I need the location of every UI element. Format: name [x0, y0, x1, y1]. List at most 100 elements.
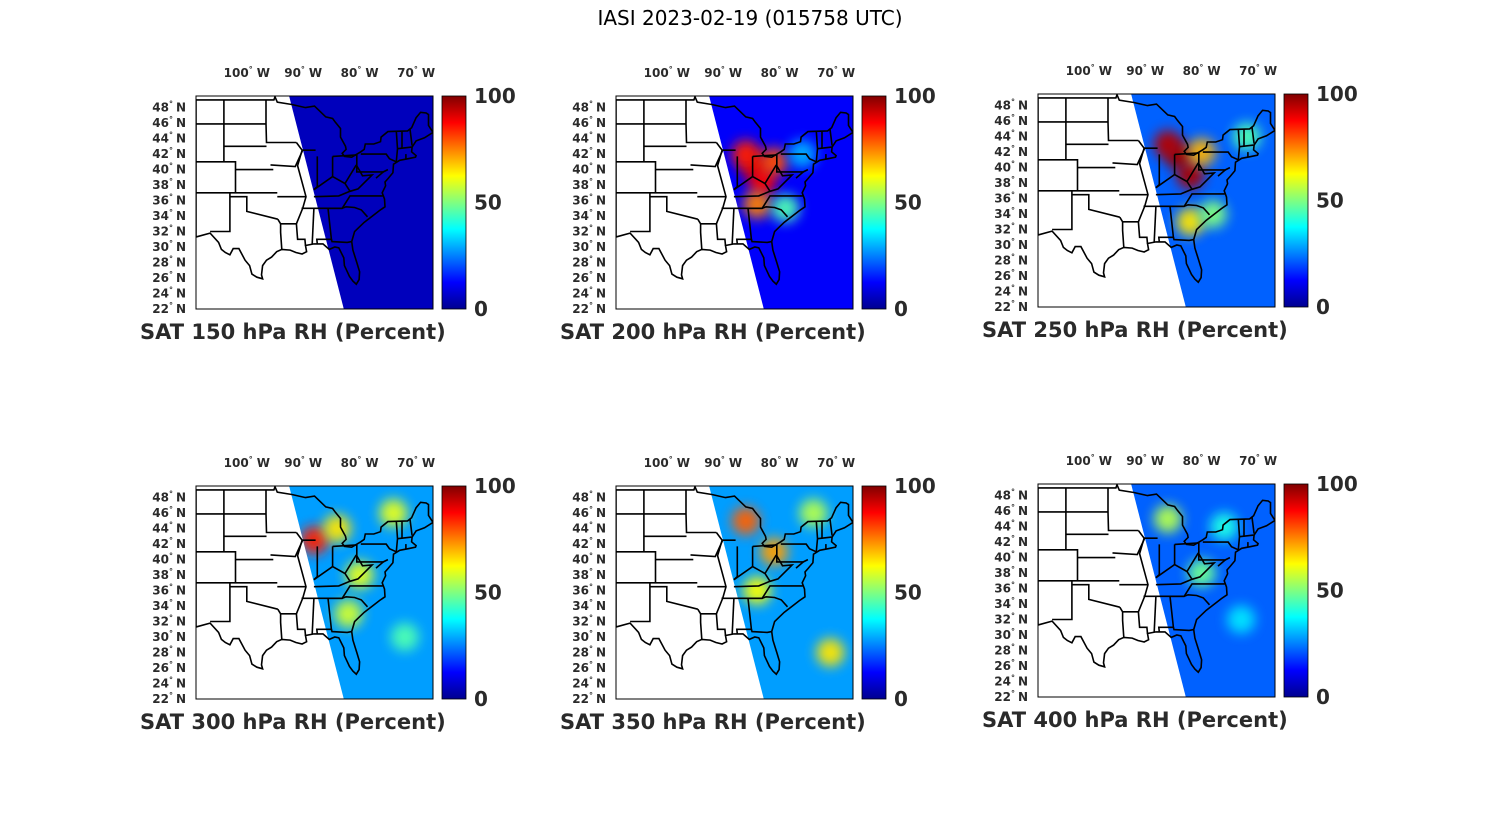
state-boundary: [750, 629, 772, 634]
state-boundary: [715, 142, 727, 225]
lon-tick-label: 100° W: [644, 65, 690, 80]
state-boundary: [764, 554, 777, 574]
lat-tick-label: 28° N: [572, 255, 606, 270]
state-boundary: [733, 565, 772, 588]
lat-tick-label: 42° N: [994, 534, 1028, 549]
lat-tick-label: 44° N: [152, 131, 186, 146]
coastline: [1038, 94, 1275, 284]
state-boundary: [1217, 169, 1226, 177]
state-boundary: [355, 154, 389, 173]
state-boundary: [1183, 203, 1211, 216]
lon-tick-label: 70° W: [1239, 453, 1277, 468]
coastline: [616, 96, 853, 286]
lat-tick-label: 32° N: [152, 224, 186, 239]
state-boundary: [313, 546, 319, 581]
state-boundary: [397, 536, 412, 540]
state-boundary: [829, 128, 833, 146]
lat-tick-label: 38° N: [152, 567, 186, 582]
state-boundary: [1239, 534, 1254, 538]
lat-tick-label: 34° N: [572, 598, 606, 613]
state-boundary: [344, 164, 357, 184]
lat-tick-label: 44° N: [994, 519, 1028, 534]
lat-tick-label: 46° N: [152, 115, 186, 130]
state-boundary: [1183, 593, 1211, 606]
lat-tick-label: 36° N: [152, 583, 186, 598]
state-boundary: [1122, 611, 1149, 634]
colorbar-tick-label: 100: [1316, 472, 1358, 496]
lon-tick-label: 100° W: [1066, 453, 1112, 468]
state-boundary: [280, 223, 307, 246]
colorbar-tick-label: 0: [474, 297, 488, 321]
lat-tick-label: 28° N: [994, 253, 1028, 268]
state-boundary: [1197, 542, 1231, 561]
state-boundary: [1143, 193, 1225, 208]
state-boundary: [341, 205, 369, 218]
lat-tick-label: 42° N: [152, 536, 186, 551]
state-boundary: [1153, 206, 1157, 242]
rh-field-point: [743, 190, 772, 219]
panel-title: SAT 200 hPa RH (Percent): [560, 320, 866, 344]
state-boundary: [1071, 193, 1120, 218]
lat-tick-label: 42° N: [572, 536, 606, 551]
map-frame: [195, 95, 434, 310]
lon-tick-label: 80° W: [341, 455, 379, 470]
coastline: [1038, 484, 1275, 674]
lat-tick-label: 22° N: [994, 689, 1028, 704]
map-svg: 48° N46° N44° N42° N40° N38° N36° N34° N32° N30° N…: [572, 455, 936, 711]
panel-title: SAT 150 hPa RH (Percent): [140, 320, 446, 344]
state-boundary: [1191, 162, 1217, 191]
state-boundary: [1186, 552, 1199, 572]
state-boundary: [649, 195, 698, 220]
state-boundary: [311, 208, 315, 244]
state-boundary: [761, 595, 789, 608]
state-boundary: [332, 154, 357, 158]
state-boundary: [630, 582, 651, 623]
lon-tick-label: 100° W: [644, 455, 690, 470]
lat-tick-label: 32° N: [572, 614, 606, 629]
lat-tick-label: 40° N: [572, 162, 606, 177]
colorbar-tick-label: 100: [1316, 82, 1358, 106]
panel-title: SAT 400 hPa RH (Percent): [982, 708, 1288, 732]
state-boundary: [313, 175, 352, 198]
rh-field-point: [1187, 138, 1216, 167]
state-boundary: [769, 164, 795, 193]
state-boundary: [1038, 549, 1079, 581]
state-boundary: [1052, 580, 1073, 621]
colorbar-tick-label: 100: [474, 474, 516, 498]
rh-field-point: [1153, 130, 1182, 159]
state-boundary: [375, 561, 384, 569]
lat-tick-label: 36° N: [994, 581, 1028, 596]
state-boundary: [731, 598, 735, 634]
coastline: [196, 96, 433, 286]
state-boundary: [616, 551, 657, 583]
lat-tick-label: 42° N: [572, 146, 606, 161]
state-boundary: [229, 195, 278, 220]
lat-tick-label: 22° N: [572, 691, 606, 706]
map-frame: [1037, 93, 1276, 308]
lon-tick-label: 70° W: [817, 65, 855, 80]
lat-tick-label: 40° N: [152, 552, 186, 567]
state-boundary: [750, 239, 772, 244]
lat-tick-label: 26° N: [994, 658, 1028, 673]
map-svg: 48° N46° N44° N42° N40° N38° N36° N34° N32° N30° N…: [572, 65, 936, 321]
lat-tick-label: 38° N: [152, 177, 186, 192]
lat-tick-label: 26° N: [572, 660, 606, 675]
rh-field-point: [1210, 512, 1239, 541]
lon-tick-label: 100° W: [1066, 63, 1112, 78]
state-boundary: [1107, 97, 1139, 142]
lat-tick-label: 32° N: [152, 614, 186, 629]
state-boundary: [685, 99, 717, 144]
state-boundary: [344, 554, 357, 574]
map-svg: 48° N46° N44° N42° N40° N38° N36° N34° N32° N30° N…: [994, 63, 1358, 319]
lat-tick-label: 46° N: [994, 113, 1028, 128]
lon-tick-label: 80° W: [341, 65, 379, 80]
state-boundary: [1137, 140, 1149, 223]
state-boundary: [1197, 152, 1231, 171]
lat-tick-label: 48° N: [152, 100, 186, 115]
state-boundary: [1155, 154, 1161, 189]
lat-tick-label: 26° N: [572, 270, 606, 285]
state-boundary: [1153, 596, 1157, 632]
state-boundary: [196, 551, 237, 583]
colorbar-tick-label: 0: [1316, 685, 1330, 709]
state-boundary: [775, 154, 809, 173]
